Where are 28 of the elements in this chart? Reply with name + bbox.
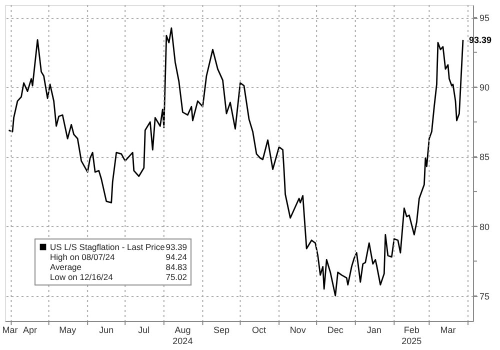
x-tick-label: Aug 2024 [172,325,193,346]
x-tick-label: Feb 2025 [402,325,422,346]
y-tick-label: 80 [480,222,490,232]
x-tick-label: Oct [252,325,267,335]
y-tick-label: 75 [480,291,490,302]
annotation: 93.39 [468,34,492,45]
annotation: 94.24 [166,252,188,262]
x-tick-label: Nov [290,325,306,335]
x-tick-label: Dec [327,325,344,335]
x-tick-label: Jun [99,325,114,335]
y-tick-label: 90 [480,82,490,93]
x-tick-label: Sep [213,325,230,335]
x-tick-label: May [59,325,77,335]
legend-label: US L/S Stagflation - Last Price [50,242,166,252]
x-tick-label: Mar [2,325,18,335]
x-tick-label: Jul [138,325,150,335]
x-tick-label: Jan [366,325,382,335]
annotation: Average [50,262,82,272]
annotation: High on 08/07/24 [50,252,116,262]
annotation: 84.83 [166,262,188,272]
y-tick-label: 85 [480,152,490,162]
y-tick-label: 95 [480,13,490,24]
annotation: 93.39 [166,242,188,252]
x-tick-label: Apr [23,325,38,335]
annotation: Low on 12/16/24 [50,272,114,282]
annotation: 75.02 [166,272,188,282]
x-tick-label: Mar [440,325,456,335]
line-series [8,27,464,296]
